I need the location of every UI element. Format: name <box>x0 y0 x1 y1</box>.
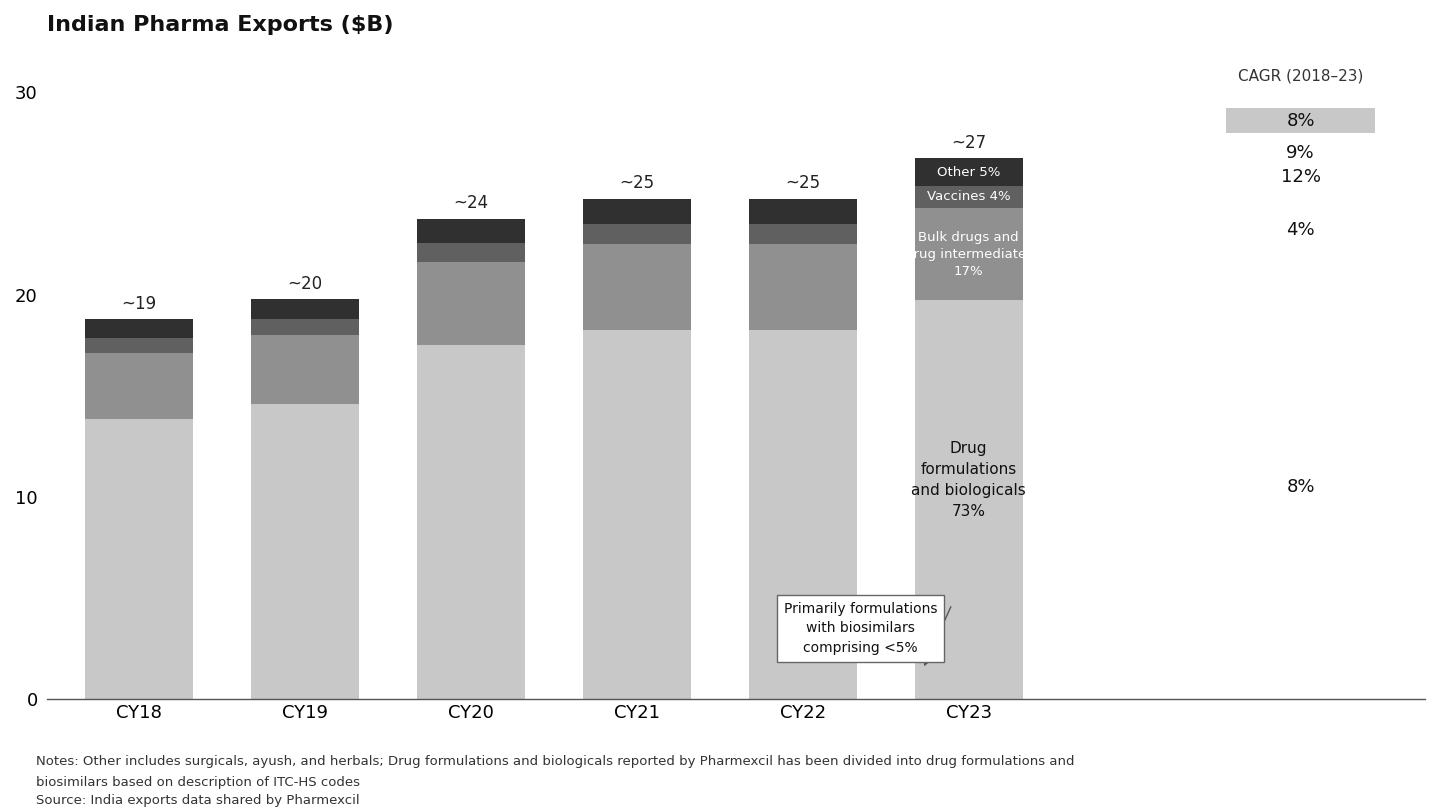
Text: Primarily formulations
with biosimilars
comprising <5%: Primarily formulations with biosimilars … <box>783 602 937 655</box>
Bar <box>416 243 524 262</box>
Text: 8%: 8% <box>1286 112 1315 130</box>
Bar <box>416 262 524 345</box>
Bar <box>749 224 857 244</box>
Bar <box>251 404 359 699</box>
Bar <box>583 224 691 244</box>
Bar <box>85 419 193 699</box>
Bar <box>251 335 359 404</box>
Text: Drug
formulations
and biologicals
73%: Drug formulations and biologicals 73% <box>912 441 1025 519</box>
Text: 8%: 8% <box>1286 478 1315 496</box>
Bar <box>914 207 1022 301</box>
Bar <box>416 219 524 243</box>
Text: ~19: ~19 <box>121 295 157 313</box>
Bar <box>914 185 1022 207</box>
Text: ~24: ~24 <box>454 194 488 212</box>
Text: CAGR (2018–23): CAGR (2018–23) <box>1238 68 1364 83</box>
Text: ~25: ~25 <box>785 174 821 193</box>
Text: biosimilars based on description of ITC-HS codes: biosimilars based on description of ITC-… <box>36 776 360 789</box>
Bar <box>583 330 691 699</box>
Bar <box>749 244 857 330</box>
Text: Other 5%: Other 5% <box>937 165 1001 179</box>
Bar <box>85 338 193 353</box>
Text: 4%: 4% <box>1286 221 1315 239</box>
Bar <box>749 330 857 699</box>
Text: Indian Pharma Exports ($B): Indian Pharma Exports ($B) <box>48 15 395 35</box>
Bar <box>1225 109 1375 133</box>
Bar <box>583 198 691 224</box>
Bar <box>251 299 359 319</box>
Bar <box>914 301 1022 699</box>
Bar <box>914 159 1022 185</box>
Bar <box>251 319 359 335</box>
Text: Notes: Other includes surgicals, ayush, and herbals; Drug formulations and biolo: Notes: Other includes surgicals, ayush, … <box>36 756 1074 769</box>
Text: 12%: 12% <box>1280 168 1320 186</box>
Bar <box>85 318 193 338</box>
Text: Source: India exports data shared by Pharmexcil: Source: India exports data shared by Pha… <box>36 794 360 807</box>
Bar <box>85 353 193 419</box>
Text: ~25: ~25 <box>619 174 654 193</box>
Bar <box>583 244 691 330</box>
Bar <box>749 198 857 224</box>
Bar <box>416 345 524 699</box>
Text: ~20: ~20 <box>287 275 323 292</box>
Text: 9%: 9% <box>1286 144 1315 162</box>
Text: ~27: ~27 <box>950 134 986 152</box>
Text: Bulk drugs and
drug intermediates
17%: Bulk drugs and drug intermediates 17% <box>904 231 1032 278</box>
Text: Vaccines 4%: Vaccines 4% <box>927 190 1011 203</box>
